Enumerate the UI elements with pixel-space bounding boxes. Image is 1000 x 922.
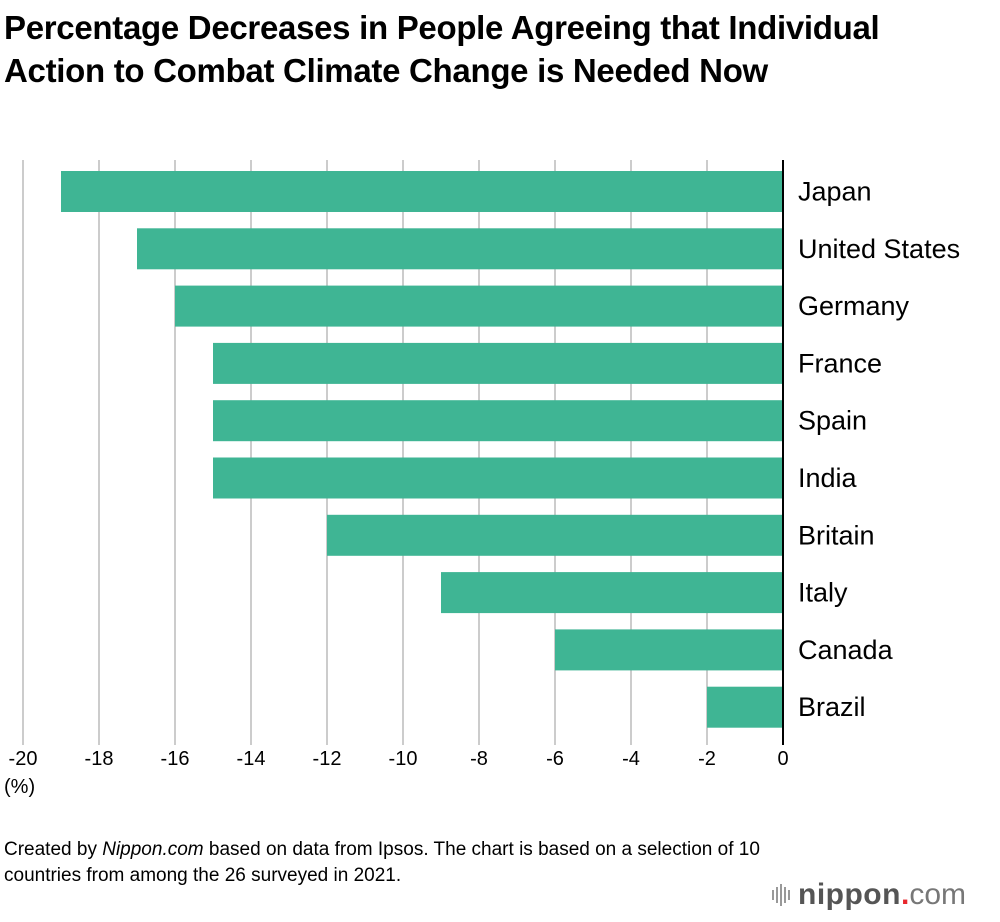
logo-com: com [909, 878, 966, 911]
category-label: France [798, 348, 882, 378]
x-tick-label: 0 [777, 748, 788, 770]
x-tick-label: -10 [389, 748, 418, 770]
category-label: India [798, 463, 858, 493]
x-tick-label: -4 [622, 748, 640, 770]
nippon-logo: nippon. com [772, 878, 966, 912]
bars [61, 171, 783, 728]
bar [555, 629, 783, 671]
category-labels: Japan United States Germany France Spain Indi… [798, 177, 960, 723]
category-label: Spain [798, 406, 867, 436]
bar [137, 228, 783, 270]
bar [213, 342, 783, 384]
category-label: Italy [798, 578, 848, 608]
category-label: Germany [798, 291, 910, 321]
x-axis-unit-label: (%) [4, 776, 35, 798]
bar [441, 572, 783, 614]
x-tick-label: -18 [85, 748, 114, 770]
category-label: Japan [798, 177, 872, 207]
note-source: Nippon.com [102, 839, 204, 860]
note-prefix: Created by [4, 839, 103, 860]
logo-brand: nippon [798, 878, 901, 911]
note-rest: based on data from Ipsos. The chart is b… [4, 839, 760, 886]
x-tick-label: -20 [9, 748, 38, 770]
bar [707, 686, 783, 728]
bar-chart: Japan United States Germany France Spain Indi… [4, 160, 960, 798]
x-tick-labels: -20 -18 -16 -14 -12 -10 -8 -6 -4 -2 0 [9, 748, 789, 770]
x-tick-label: -14 [237, 748, 266, 770]
x-tick-label: -6 [546, 748, 564, 770]
source-note: Created by Nippon.com based on data from… [4, 837, 764, 889]
category-label: Canada [798, 635, 894, 665]
bar [61, 171, 783, 212]
bar [213, 400, 783, 442]
wave-icon [772, 884, 790, 906]
bar [175, 285, 783, 327]
x-tick-label: -2 [698, 748, 716, 770]
x-tick-label: -8 [470, 748, 488, 770]
category-label: United States [798, 234, 960, 264]
category-label: Brazil [798, 692, 866, 722]
logo-dot: . [900, 878, 910, 911]
category-label: Britain [798, 520, 875, 550]
bar [327, 514, 783, 556]
x-tick-label: -16 [161, 748, 190, 770]
x-tick-label: -12 [313, 748, 342, 770]
chart-title: Percentage Decreases in People Agreeing … [4, 9, 880, 89]
bar [213, 457, 783, 499]
